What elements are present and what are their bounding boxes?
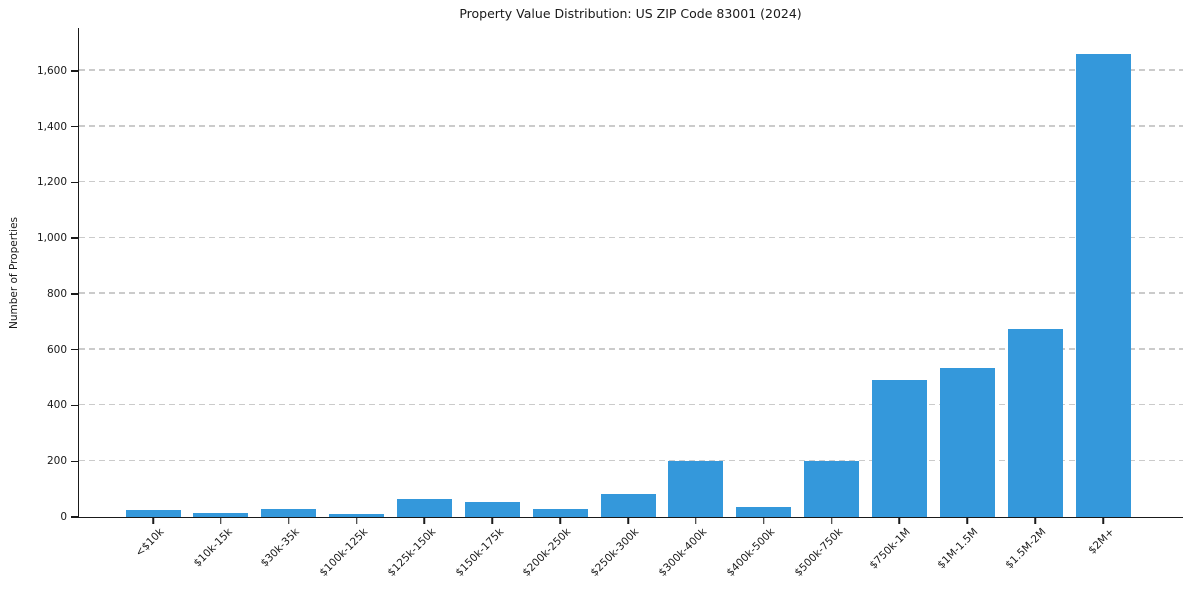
chart-bar [193,512,249,517]
chart-bar [1075,54,1131,517]
y-axis-tick [70,404,78,407]
x-tick-label: $125k-150k [385,526,438,579]
y-tick-label: 1,600 [36,64,67,77]
y-gridline [79,403,1183,406]
x-tick-label: $150k-175k [452,526,506,579]
x-tick-label: $100k-125k [317,526,371,579]
chart-bar [668,461,724,517]
x-axis-tick [627,517,629,524]
x-tick-label: <$10k [133,526,167,560]
y-gridline [79,348,1183,350]
x-axis-tick [762,517,765,524]
y-tick-label: 600 [46,343,67,356]
y-gridline [79,292,1183,294]
x-axis-tick [966,517,969,524]
x-axis-tick [287,517,290,524]
plot-area: 0 200 400 600 800 1,000 1,200 1,400 1,600 <$10k $1… [37,28,1183,579]
y-tick-label: 800 [46,287,67,300]
y-axis-label: Number of Properties [8,216,21,329]
x-tick-label: $1.5M-2M [1003,526,1049,572]
chart-bar [532,508,588,517]
y-tick-label: 1,000 [36,232,67,245]
chart-bar [261,509,317,517]
chart-bar [1007,328,1063,517]
x-axis-tick [152,517,154,524]
chart-bar [871,379,927,517]
y-axis-tick [70,181,78,184]
x-tick-label: $750k-1M [867,526,913,572]
y-axis-tick [70,237,78,239]
chart-bar [329,513,385,517]
chart-bar [939,367,995,517]
y-axis-tick [70,516,78,518]
x-tick-label: $30k-35k [258,526,303,570]
x-tick-label: $200k-250k [520,526,574,579]
y-gridline [79,69,1183,71]
x-axis-tick [1034,517,1036,524]
x-axis-tick [695,517,697,524]
y-gridline [79,459,1183,462]
chart-bar [804,461,860,517]
y-axis-tick [70,125,78,128]
x-tick-label: $2M+ [1085,526,1117,557]
y-tick-label: 200 [46,455,67,468]
x-tick-label: $400k-500k [724,526,778,579]
y-axis-tick [70,70,78,72]
chart-bar [736,506,792,517]
y-tick-label: 0 [60,511,67,523]
y-tick-label: 400 [46,399,67,412]
x-axis-tick [355,517,358,524]
x-tick-label: $1M-1.5M [935,526,981,572]
x-axis-tick [559,517,561,524]
chart-bar [464,501,520,517]
chart-title: Property Value Distribution: US ZIP Code… [459,6,802,21]
y-axis-tick [70,348,78,351]
x-axis-tick [830,517,833,524]
x-axis-tick [1102,517,1104,524]
y-gridline [79,125,1183,127]
y-tick-label: 1,200 [36,176,67,189]
chart-bar [125,510,181,517]
x-tick-label: $500k-750k [792,526,846,579]
x-tick-label: $250k-300k [588,526,642,579]
y-gridline [79,236,1183,239]
chart-bar [600,494,656,517]
x-tick-label: $300k-400k [656,526,710,579]
chart-bar [396,498,452,517]
y-gridline [79,180,1183,183]
y-axis-tick [70,460,78,462]
x-axis-tick [898,517,901,524]
y-axis-tick [70,293,78,295]
x-axis-tick [423,517,426,524]
y-tick-label: 1,400 [36,120,67,133]
x-tick-label: $10k-15k [190,526,235,570]
x-axis-tick [491,517,494,524]
x-axis-tick [220,517,222,524]
y-axis-label-box: Number of Properties [2,28,26,517]
